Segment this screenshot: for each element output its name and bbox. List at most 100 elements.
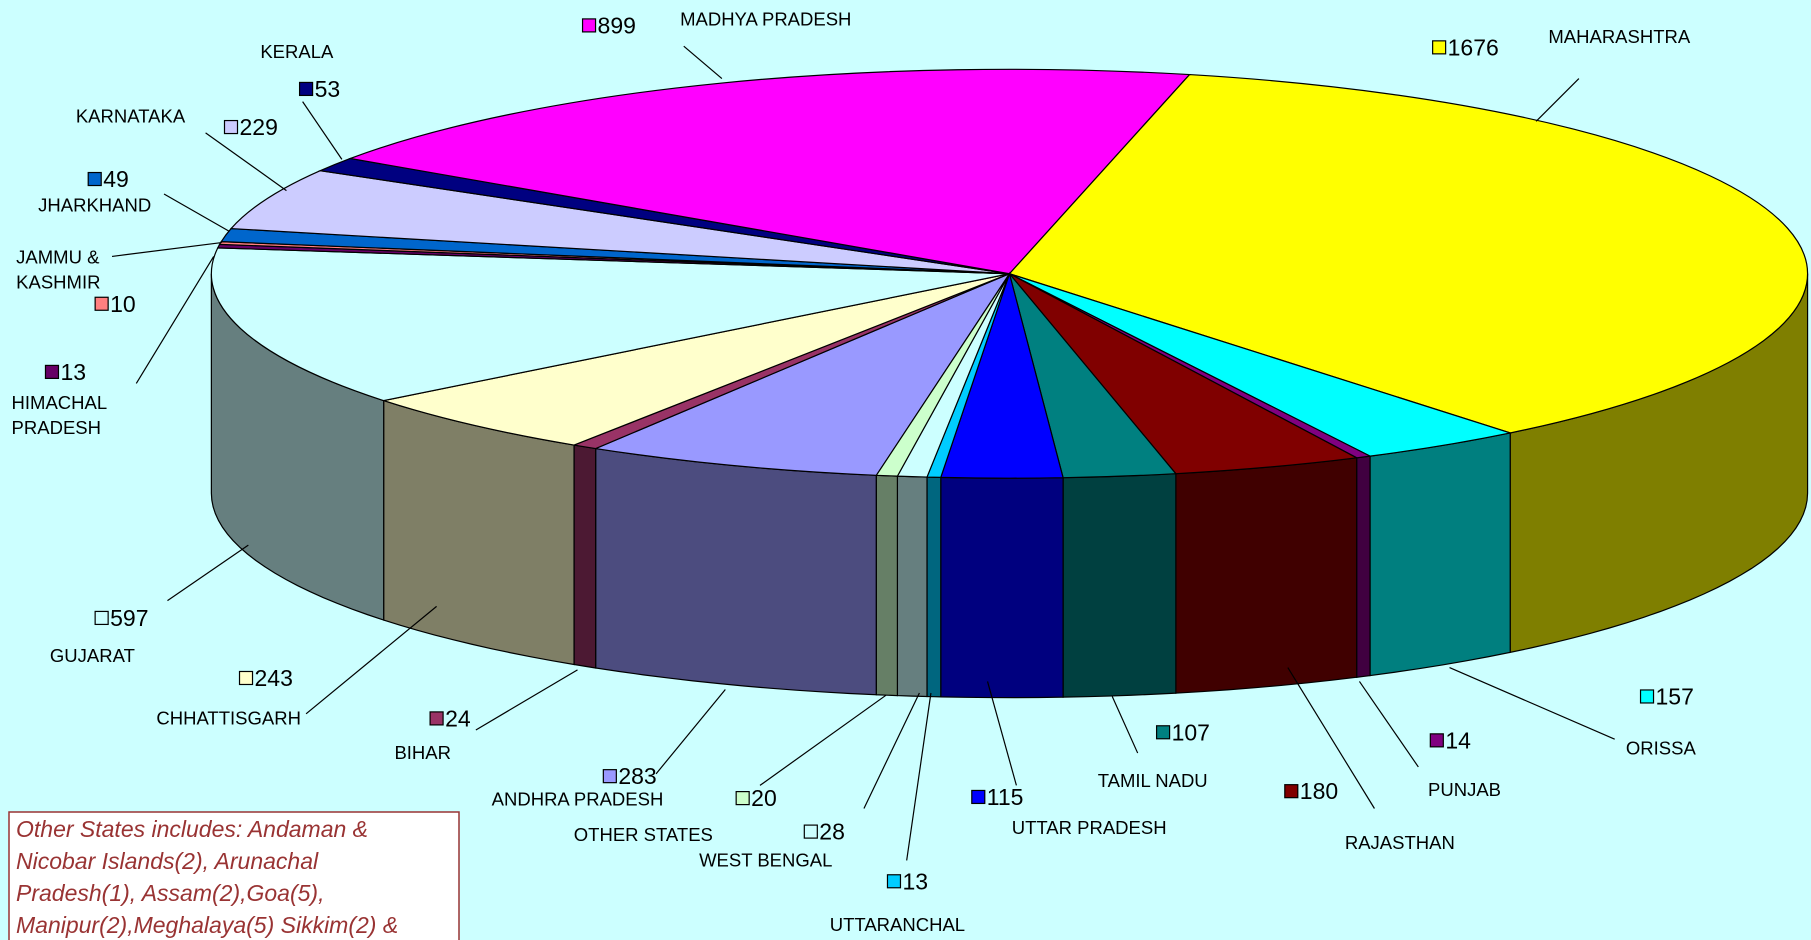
value-label: 115	[987, 784, 1024, 810]
value-label: 597	[110, 605, 148, 631]
legend-key	[886, 874, 902, 889]
value-label: 107	[1172, 719, 1210, 745]
leader-line	[205, 132, 287, 192]
leader-line	[906, 692, 932, 861]
slice	[381, 273, 1010, 446]
legend-key	[581, 18, 597, 33]
slice-side	[595, 447, 877, 696]
category-label: OTHER STATES	[574, 824, 713, 845]
legend-key	[971, 789, 986, 805]
leader-line	[683, 45, 723, 79]
slice-side	[940, 476, 1064, 699]
legend-key	[94, 296, 109, 311]
value-label: 28	[819, 819, 845, 845]
category-label: WEST BENGAL	[699, 849, 832, 870]
slice-side	[1369, 432, 1511, 677]
leader-line	[302, 101, 343, 160]
leader-line	[111, 241, 222, 258]
legend-key	[1639, 689, 1655, 704]
leader-line	[1287, 667, 1375, 809]
category-label: MAHARASHTRA	[1548, 26, 1691, 47]
value-label: 10	[110, 291, 136, 317]
value-label: 20	[751, 785, 777, 811]
leader-line	[305, 605, 437, 715]
slice-side	[875, 474, 899, 697]
value-label: 180	[1300, 778, 1338, 804]
value-label: 157	[1656, 683, 1694, 709]
slice-side	[573, 444, 597, 669]
category-label: MADHYA PRADESH	[680, 9, 851, 30]
value-label: 243	[255, 665, 293, 691]
value-label: 14	[1445, 727, 1471, 753]
category-label: GUJARAT	[50, 645, 135, 666]
value-label: 1676	[1448, 34, 1499, 60]
value-label: 49	[103, 166, 129, 192]
slice	[593, 272, 1012, 476]
leader-line	[167, 544, 249, 602]
legend-key	[803, 824, 818, 839]
category-label: UTTAR PRADESH	[1012, 817, 1167, 838]
value-label: 229	[240, 114, 278, 140]
legend-key	[87, 171, 102, 187]
category-label: RAJASTHAN	[1345, 832, 1455, 853]
slice	[1008, 73, 1809, 434]
note-box	[8, 811, 460, 940]
slice	[229, 170, 1010, 275]
value-label: 13	[60, 359, 86, 385]
value-label: 24	[445, 705, 471, 731]
value-label: 53	[315, 76, 341, 102]
note-line: Manipur(2),Meghalaya(5) Sikkim(2) &	[16, 912, 398, 938]
category-label: KERALA	[260, 41, 334, 62]
leader-line	[1111, 696, 1139, 754]
value-label: 13	[902, 868, 928, 894]
leader-line	[163, 193, 229, 232]
leader-line	[863, 692, 920, 809]
category-label: JAMMU & KASHMIR	[16, 247, 100, 293]
category-label: CHHATTISGARH	[156, 707, 301, 728]
category-label: ANDHRA PRADESH	[492, 788, 664, 809]
legend-key	[1429, 733, 1444, 748]
category-label: KARNATAKA	[76, 106, 186, 127]
legend-key	[602, 769, 617, 784]
legend-key	[298, 81, 314, 97]
leader-line	[135, 256, 215, 384]
legend-key	[44, 364, 60, 380]
category-label: UTTARANCHAL	[830, 914, 965, 935]
note-line: Other States includes: Andaman &	[16, 816, 368, 842]
category-label: TAMIL NADU	[1098, 770, 1208, 791]
slice-side	[1062, 473, 1177, 698]
leader-line	[655, 689, 726, 775]
value-label: 899	[598, 12, 636, 38]
value-label: 283	[618, 763, 656, 789]
leader-line	[1358, 681, 1419, 768]
legend-key	[94, 610, 109, 626]
leader-line	[986, 681, 1017, 786]
pie-tops	[210, 68, 1809, 479]
category-label: PUNJAB	[1428, 779, 1501, 800]
slice	[348, 68, 1191, 275]
leader-line	[1535, 78, 1580, 122]
legend-key	[1284, 784, 1299, 799]
slice-side	[896, 475, 928, 698]
note: Other States includes: Andaman & Nicobar …	[16, 816, 398, 938]
category-label: JHARKHAND	[38, 195, 151, 216]
slice-side	[926, 476, 942, 698]
slice-side	[1356, 455, 1371, 678]
leader-line	[759, 694, 887, 786]
legend-key	[1155, 725, 1171, 740]
legend-key	[238, 670, 254, 686]
slice	[210, 247, 1010, 402]
leader-line	[1449, 667, 1615, 740]
category-label: BIHAR	[394, 742, 451, 763]
category-label: HIMACHAL PRADESH	[12, 392, 108, 438]
note-line: Pradesh(1), Assam(2),Goa(5),	[16, 880, 324, 906]
legend-key	[429, 711, 444, 726]
note-line: Nicobar Islands(2), Arunachal	[16, 848, 319, 874]
slice	[1009, 273, 1359, 475]
slice-side	[1175, 457, 1358, 694]
legend-key	[223, 119, 239, 135]
legend-key	[735, 791, 750, 806]
